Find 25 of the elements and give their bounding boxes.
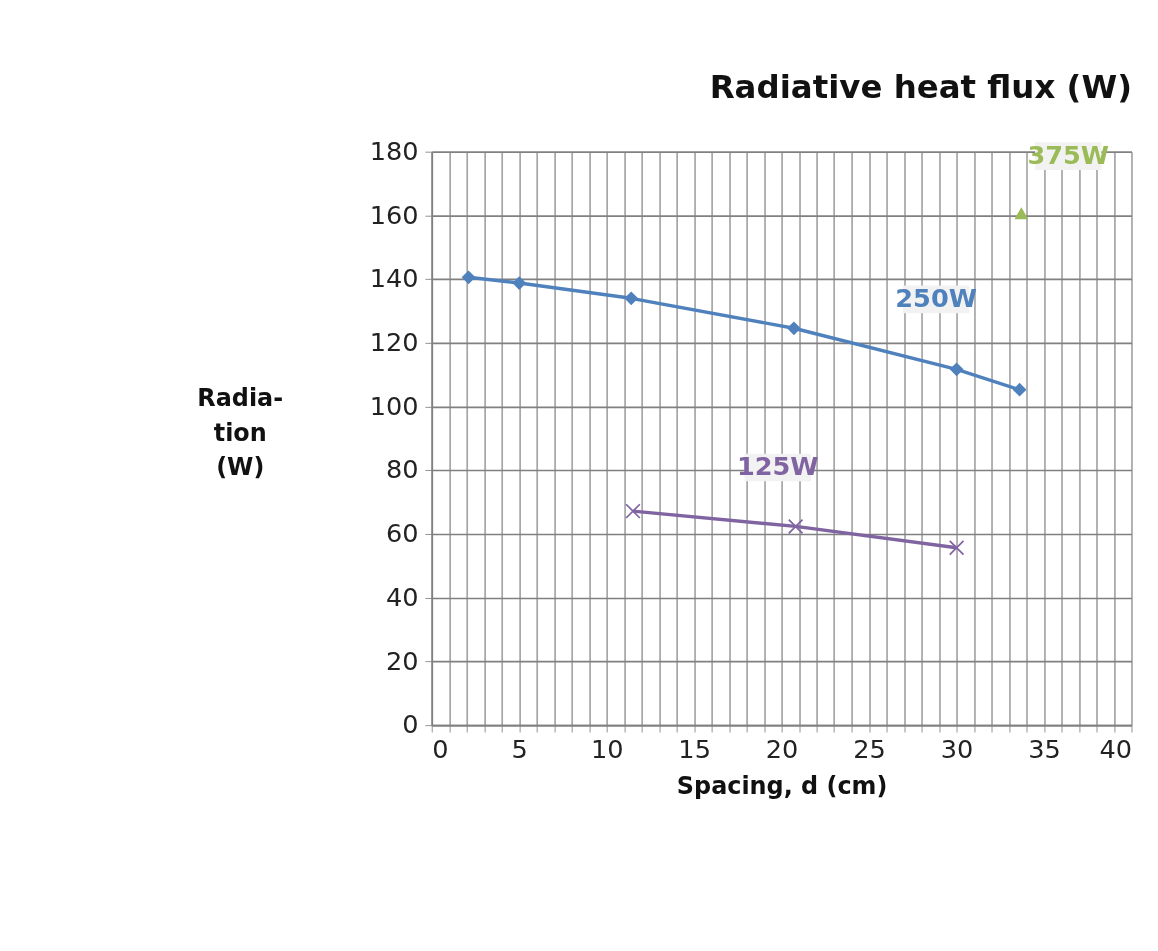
y-tick-label: 160 — [369, 199, 419, 230]
y-tick-label: 140 — [369, 263, 419, 294]
x-tick-label: 30 — [940, 734, 974, 765]
y-tick-label: 60 — [385, 518, 419, 549]
y-tick-label: 20 — [385, 645, 419, 676]
y-tick-label: 120 — [369, 327, 419, 358]
y-tick-label: 80 — [385, 454, 419, 485]
x-tick-label: 10 — [590, 734, 624, 765]
x-tick-label: 40 — [1099, 734, 1132, 765]
x-tick-label: 5 — [511, 734, 528, 765]
y-tick-label: 180 — [369, 135, 419, 166]
y-axis-title: Radia- tion (W) — [197, 384, 284, 481]
series-label: 125W — [736, 451, 819, 482]
series-label: 250W — [895, 283, 977, 314]
y-tick-label: 0 — [402, 709, 419, 740]
x-tick-label: 20 — [765, 734, 799, 765]
series-label: 375W — [1027, 139, 1110, 170]
x-tick-label: 0 — [432, 734, 449, 765]
y-tick-label: 40 — [385, 581, 419, 612]
y-tick-label: 100 — [369, 390, 419, 421]
x-tick-label: 35 — [1028, 734, 1061, 765]
x-tick-label: 25 — [853, 734, 886, 765]
chart-title: Radiative heat flux (W) — [709, 68, 1132, 106]
x-axis-title: Spacing, d (cm) — [676, 771, 888, 800]
x-tick-label: 15 — [678, 734, 711, 765]
